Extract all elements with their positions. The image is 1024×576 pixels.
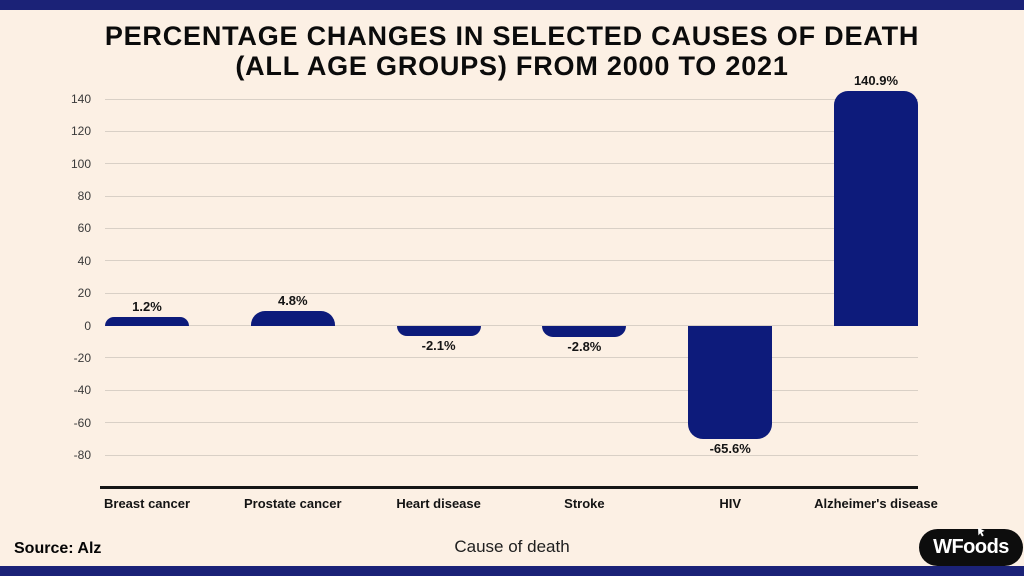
- category-label: Prostate cancer: [244, 496, 342, 511]
- bar-value-label: 4.8%: [277, 292, 308, 308]
- category-label: Heart disease: [396, 496, 481, 511]
- gridline: [105, 357, 918, 359]
- plot-area: 140 120 100 80 60 40 20 0 -20 -40 -60 -80 1.2% 4.8% -2…: [71, 73, 918, 462]
- brand-logo: WFo o ds: [919, 527, 1023, 566]
- gridline: [105, 130, 918, 132]
- y-axis-tick-label: 20: [77, 286, 91, 301]
- source-label: Source: Alz: [14, 540, 102, 557]
- cursor-icon: [977, 527, 985, 537]
- gridline: [105, 454, 918, 456]
- category-label: HIV: [719, 496, 742, 511]
- y-axis-tick-label: 100: [70, 156, 91, 171]
- gridline: [105, 195, 918, 197]
- gridline: [105, 227, 918, 229]
- y-axis-tick-label: -20: [73, 350, 91, 365]
- gridline: [105, 260, 918, 262]
- chart-title-line2: (ALL AGE GROUPS) FROM 2000 TO 2021: [235, 51, 789, 81]
- y-axis-tick-label: -40: [73, 383, 91, 398]
- bar-value-label: 140.9%: [853, 72, 899, 88]
- gridline: [105, 98, 918, 100]
- y-axis-tick-label: 120: [70, 124, 91, 139]
- bottom-border: [0, 566, 1024, 576]
- gridline: [105, 389, 918, 391]
- y-axis-tick-label: 140: [70, 92, 91, 106]
- category-label: Breast cancer: [104, 496, 190, 511]
- y-axis-tick-label: -80: [73, 448, 91, 462]
- x-axis-title: Cause of death: [454, 537, 570, 556]
- y-axis-tick-label: -60: [73, 415, 91, 430]
- gridline: [105, 325, 918, 327]
- y-axis-tick-label: 60: [77, 221, 91, 236]
- bar-value-label: -2.1%: [421, 337, 456, 353]
- bar: [105, 316, 189, 326]
- bar-value-label: -2.8%: [567, 339, 602, 355]
- chart-title: PERCENTAGE CHANGES IN SELECTED CAUSES OF…: [0, 21, 1024, 81]
- chart-title-line1: PERCENTAGE CHANGES IN SELECTED CAUSES OF…: [104, 21, 920, 51]
- logo-text-end: ds: [986, 536, 1010, 558]
- category-label: Alzheimer's disease: [814, 496, 938, 511]
- bar-value-label: 1.2%: [132, 298, 162, 314]
- gridline: [105, 292, 918, 294]
- gridline: [105, 422, 918, 424]
- x-axis-line: [100, 486, 918, 489]
- y-axis-tick-label: 0: [84, 318, 91, 333]
- gridline: [105, 163, 918, 165]
- category-label: Stroke: [564, 496, 605, 511]
- y-axis-tick-label: 80: [77, 189, 91, 204]
- bar: [688, 325, 773, 439]
- bar: [834, 90, 918, 326]
- bar: [396, 325, 481, 336]
- logo-text-start: WFo: [933, 536, 975, 558]
- bar: [250, 310, 335, 326]
- logo-text-o: o: [974, 536, 987, 558]
- top-border: [0, 0, 1024, 10]
- bar: [542, 325, 627, 338]
- logo-o-with-cursor: o: [974, 527, 987, 559]
- bar-value-label: -65.6%: [709, 440, 751, 456]
- y-axis-tick-label: 40: [77, 253, 91, 268]
